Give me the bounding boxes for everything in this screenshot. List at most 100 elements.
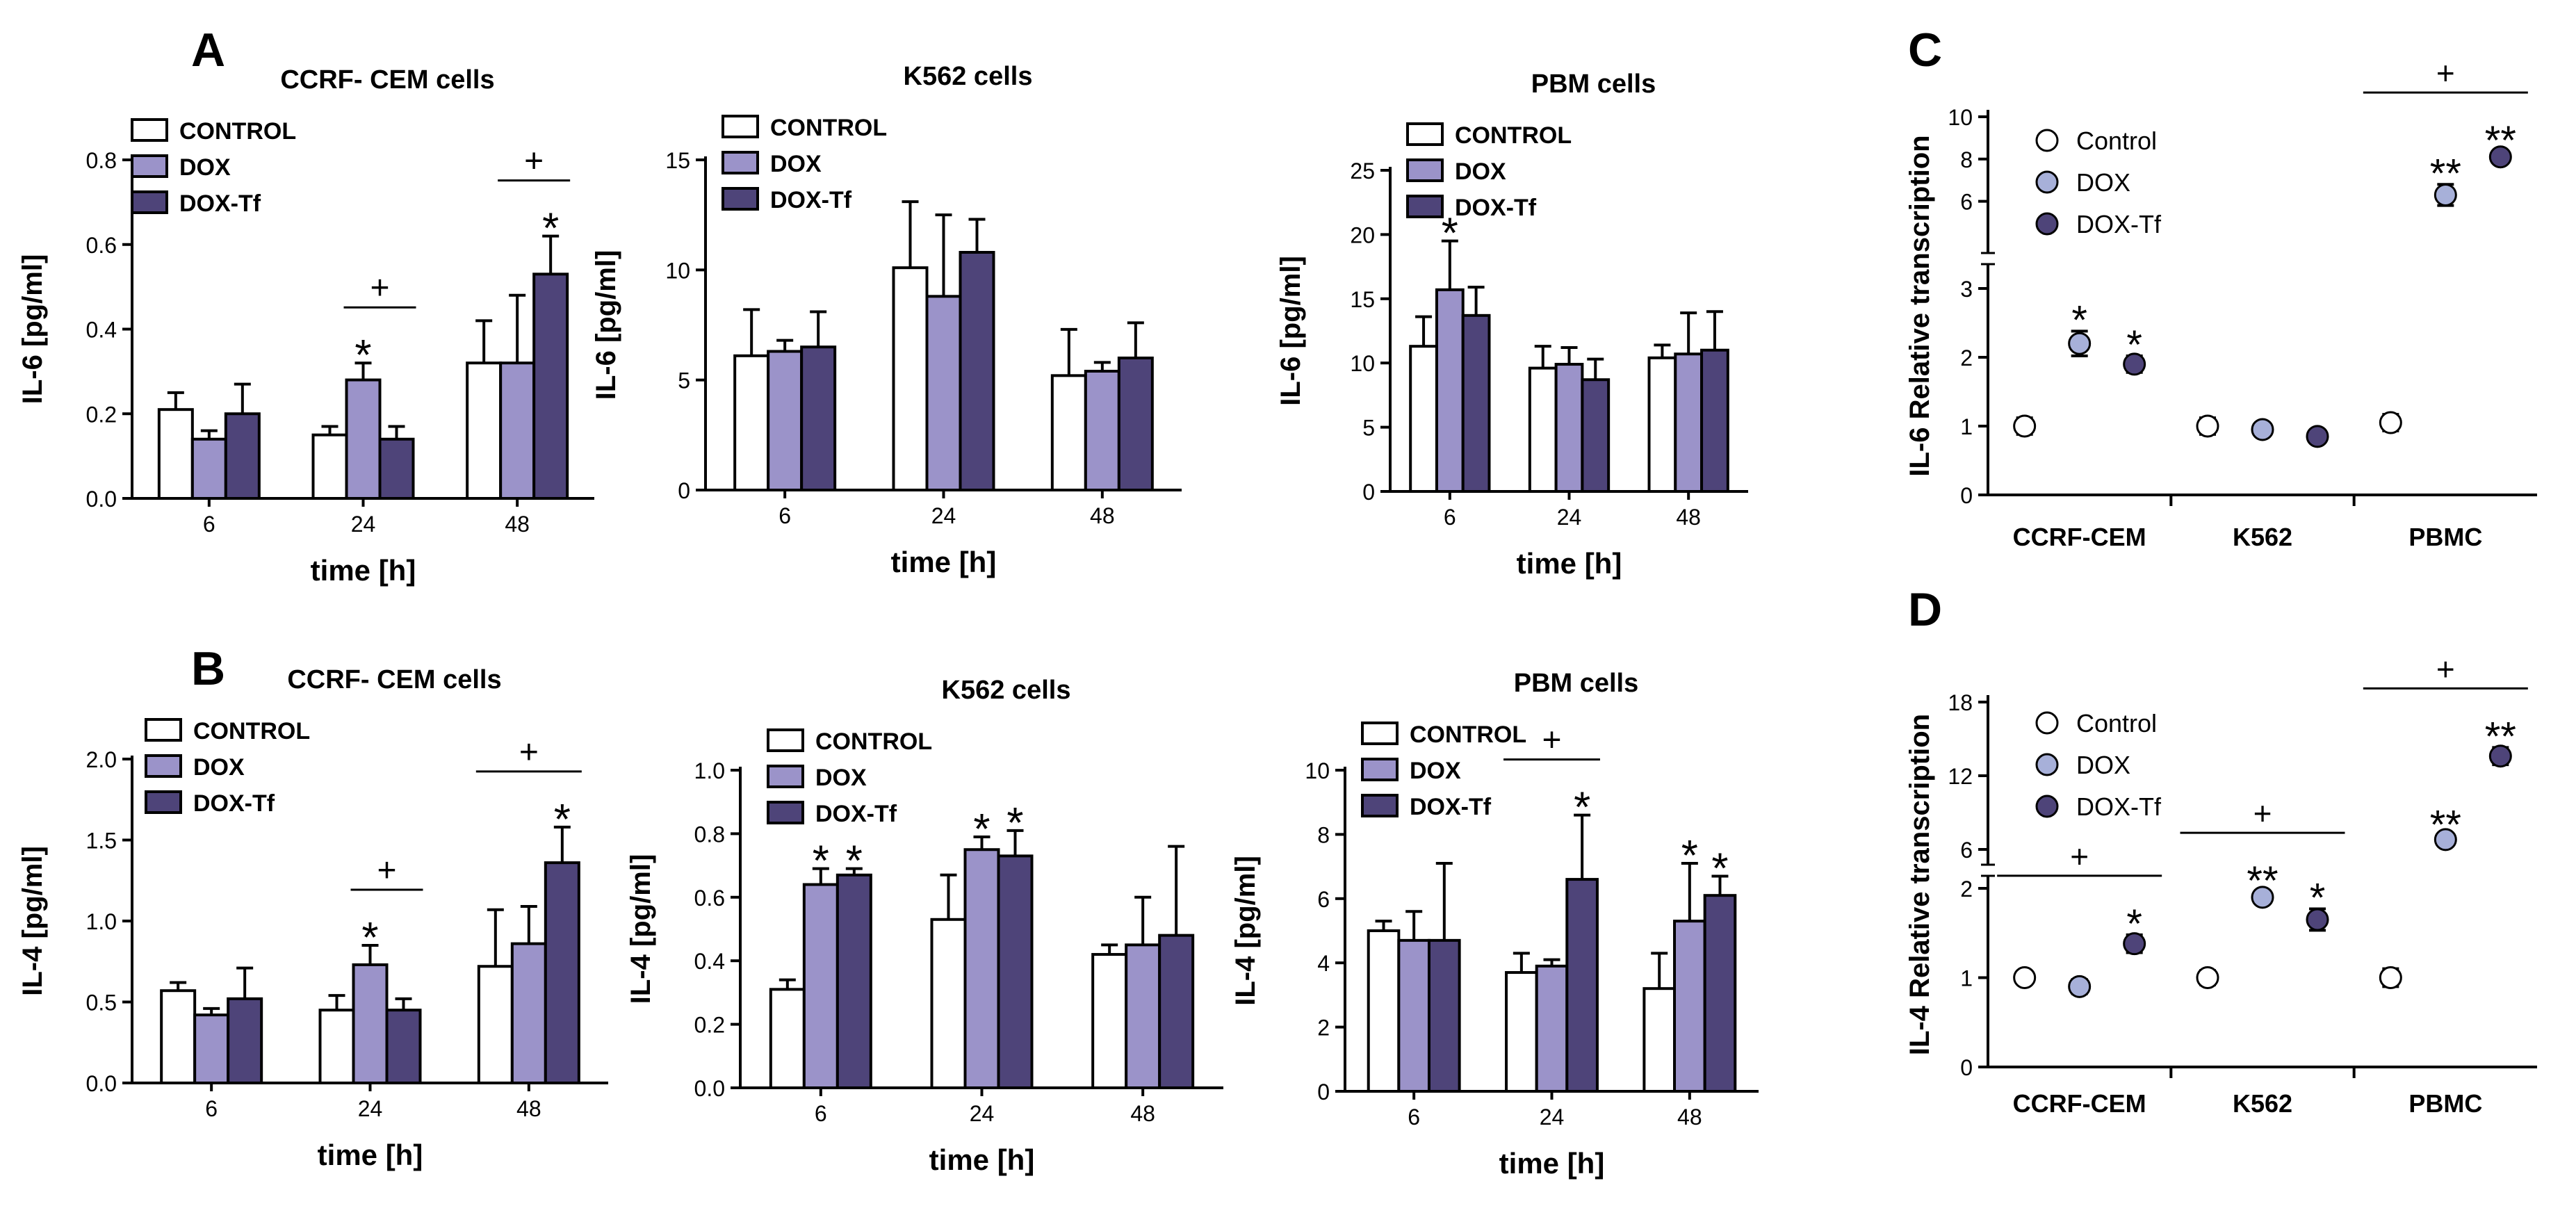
legend-marker — [2035, 170, 2059, 194]
bar — [385, 1009, 422, 1085]
y-tick-label: 8 — [1960, 147, 1973, 172]
significance-star: * — [2071, 298, 2087, 343]
y-tick-label: 0.5 — [86, 991, 117, 1016]
significance-star: * — [2126, 323, 2142, 368]
bar — [1673, 920, 1706, 1093]
y-tick-label: 0.4 — [86, 318, 117, 343]
bar — [1117, 357, 1154, 491]
bar — [769, 988, 806, 1089]
x-tick-label: 48 — [1130, 1101, 1155, 1126]
data-point — [2196, 966, 2219, 989]
significance-star: * — [973, 806, 990, 854]
bar — [1535, 964, 1569, 1093]
x-tick-label: 6 — [203, 512, 215, 537]
bar — [1528, 366, 1558, 493]
x-category-label: K562 — [2233, 1089, 2292, 1118]
bar — [1435, 288, 1465, 493]
y-tick-label: 0 — [1317, 1079, 1330, 1105]
y-axis-label: IL-6 [pg/ml] — [17, 254, 48, 405]
legend-label: Control — [2076, 127, 2157, 155]
y-tick-label: 0 — [1960, 1055, 1973, 1080]
legend-swatch — [767, 765, 804, 788]
legend-marker — [2035, 212, 2059, 236]
bar — [510, 942, 547, 1084]
x-axis-label: time [h] — [891, 546, 997, 578]
y-tick-label: 10 — [1305, 758, 1330, 783]
legend-marker — [2035, 129, 2059, 152]
bar — [544, 861, 580, 1084]
significance-star: * — [1006, 799, 1023, 847]
legend-swatch — [722, 115, 759, 138]
significance-star: * — [354, 332, 371, 380]
bar — [1461, 313, 1491, 493]
y-tick-label: 5 — [678, 368, 690, 393]
bar — [1581, 378, 1611, 493]
data-point — [2068, 975, 2092, 998]
legend-label: CONTROL — [193, 718, 310, 744]
y-tick-label: 1.0 — [694, 758, 725, 783]
y-axis-label: IL-4 [pg/ml] — [626, 854, 656, 1004]
legend-label: DOX-Tf — [179, 190, 261, 217]
y-tick-label: 0.2 — [86, 402, 117, 427]
y-axis-label: IL-6 [pg/ml] — [1275, 256, 1306, 406]
y-tick-label: 8 — [1317, 822, 1330, 847]
bar — [959, 251, 995, 491]
x-tick-label: 48 — [1676, 505, 1701, 530]
y-tick-label: 0.4 — [694, 949, 725, 974]
y-tick-label: 18 — [1948, 690, 1973, 715]
y-tick-label: 0.2 — [694, 1013, 725, 1038]
bar — [345, 378, 382, 500]
legend-swatch — [145, 790, 182, 814]
x-tick-label: 6 — [1408, 1105, 1420, 1130]
legend-label: DOX — [1455, 158, 1506, 185]
bar — [930, 918, 967, 1090]
legend-label: CONTROL — [1455, 122, 1572, 149]
y-tick-label: 0 — [678, 478, 690, 503]
x-category-label: CCRF-CEM — [2013, 523, 2146, 551]
data-point — [2434, 183, 2457, 206]
data-point — [2123, 352, 2146, 376]
y-tick-label: 6 — [1960, 838, 1973, 863]
y-tick-label: 10 — [1350, 351, 1375, 376]
panel-letter-c: C — [1908, 24, 1942, 76]
significance-plus: + — [377, 852, 396, 889]
legend-marker — [2035, 795, 2059, 818]
y-tick-label: 6 — [1960, 190, 1973, 215]
legend-label: DOX — [193, 754, 245, 781]
significance-star: * — [1711, 845, 1728, 893]
significance-plus: + — [1542, 722, 1561, 759]
legend-label: DOX — [1410, 758, 1461, 784]
significance-star: * — [1574, 784, 1590, 832]
bar — [1397, 938, 1430, 1093]
bar — [925, 295, 962, 491]
bar — [1554, 363, 1584, 493]
legend-swatch — [1406, 195, 1444, 218]
x-axis-label: time [h] — [318, 1139, 423, 1171]
bar — [963, 848, 1000, 1089]
chart-title: PBM cells — [1531, 70, 1656, 99]
x-category-label: K562 — [2233, 523, 2292, 551]
y-tick-label: 0.0 — [86, 1071, 117, 1096]
y-tick-label: 2 — [1960, 345, 1973, 370]
y-tick-label: 1 — [1960, 966, 1973, 991]
significance-star: * — [2310, 876, 2326, 921]
bar — [193, 1013, 230, 1085]
legend-label: DOX — [179, 154, 231, 181]
significance-plus: + — [2253, 795, 2272, 831]
x-axis-label: time [h] — [929, 1143, 1035, 1176]
x-tick-label: 6 — [205, 1096, 218, 1121]
chart-title: CCRF- CEM cells — [287, 665, 501, 694]
y-tick-label: 12 — [1948, 764, 1973, 789]
bar — [1674, 352, 1704, 493]
significance-star: * — [361, 914, 378, 962]
chart-b2: K562 cells 0.0 0.2 0.4 0.6 0.8 1.0 IL-4 [pg/ml]… — [626, 676, 1223, 1176]
legend-swatch — [1406, 122, 1444, 146]
y-tick-label: 20 — [1350, 222, 1375, 247]
significance-star: * — [1681, 832, 1698, 880]
legend-swatch — [767, 728, 804, 752]
chart-title: K562 cells — [904, 62, 1033, 91]
data-point — [2013, 414, 2037, 438]
significance-star: ** — [2247, 858, 2278, 904]
